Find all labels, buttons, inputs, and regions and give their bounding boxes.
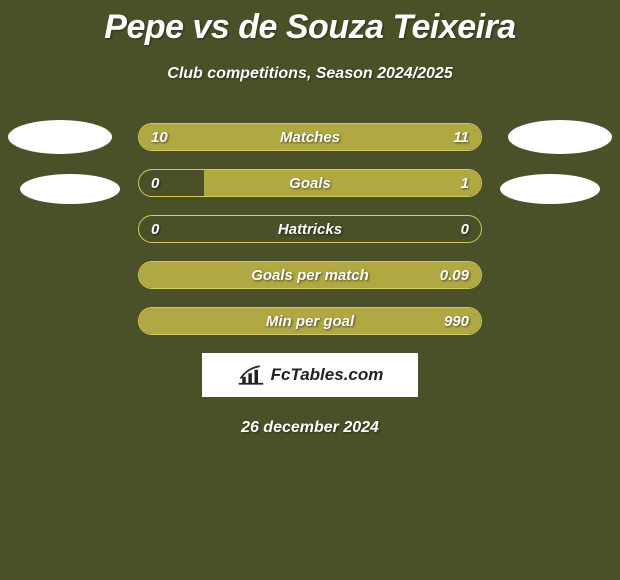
stat-row: 0Goals1 [138,169,482,197]
date-label: 26 december 2024 [0,419,620,437]
player2-badge1 [508,120,612,154]
player1-badge1 [8,120,112,154]
stat-row: 0Hattricks0 [138,215,482,243]
bar-fill [139,262,481,288]
chart-icon [237,363,265,387]
subtitle: Club competitions, Season 2024/2025 [0,65,620,83]
stat-left-value: 0 [151,216,159,242]
stat-label: Hattricks [139,216,481,242]
stat-left-value: 0 [151,170,159,196]
page-title: Pepe vs de Souza Teixeira [0,0,620,47]
player2-badge2 [500,174,600,204]
stat-right-value: 0 [461,216,469,242]
bar-fill-right [204,170,481,196]
stat-row: 10Matches11 [138,123,482,151]
stat-row: Min per goal990 [138,307,482,335]
stats-container: 10Matches110Goals10Hattricks0Goals per m… [138,123,482,335]
bar-fill [139,308,481,334]
player1-badge2 [20,174,120,204]
logo-text: FcTables.com [271,365,384,385]
stat-row: Goals per match0.09 [138,261,482,289]
bar-fill [139,124,481,150]
fctables-logo: FcTables.com [202,353,418,397]
